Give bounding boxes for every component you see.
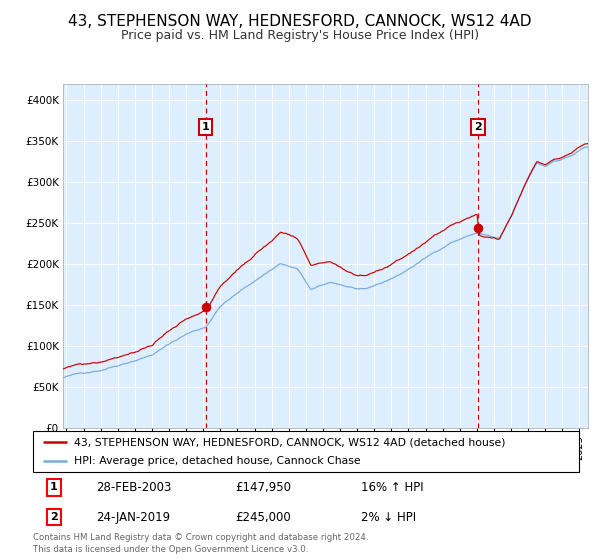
Text: HPI: Average price, detached house, Cannock Chase: HPI: Average price, detached house, Cann… [74,456,361,466]
Text: 2: 2 [474,122,482,132]
Text: 16% ↑ HPI: 16% ↑ HPI [361,481,423,494]
Text: £245,000: £245,000 [235,511,291,524]
Point [473,223,483,232]
Text: 1: 1 [50,483,58,492]
Text: 1: 1 [202,122,209,132]
Text: 43, STEPHENSON WAY, HEDNESFORD, CANNOCK, WS12 4AD (detached house): 43, STEPHENSON WAY, HEDNESFORD, CANNOCK,… [74,437,505,447]
Text: £147,950: £147,950 [235,481,291,494]
Text: 28-FEB-2003: 28-FEB-2003 [96,481,171,494]
Text: 24-JAN-2019: 24-JAN-2019 [96,511,170,524]
Text: Price paid vs. HM Land Registry's House Price Index (HPI): Price paid vs. HM Land Registry's House … [121,29,479,42]
Text: Contains HM Land Registry data © Crown copyright and database right 2024.
This d: Contains HM Land Registry data © Crown c… [33,533,368,554]
Text: 2% ↓ HPI: 2% ↓ HPI [361,511,416,524]
Text: 43, STEPHENSON WAY, HEDNESFORD, CANNOCK, WS12 4AD: 43, STEPHENSON WAY, HEDNESFORD, CANNOCK,… [68,14,532,29]
Text: 2: 2 [50,512,58,522]
Point [201,302,211,311]
